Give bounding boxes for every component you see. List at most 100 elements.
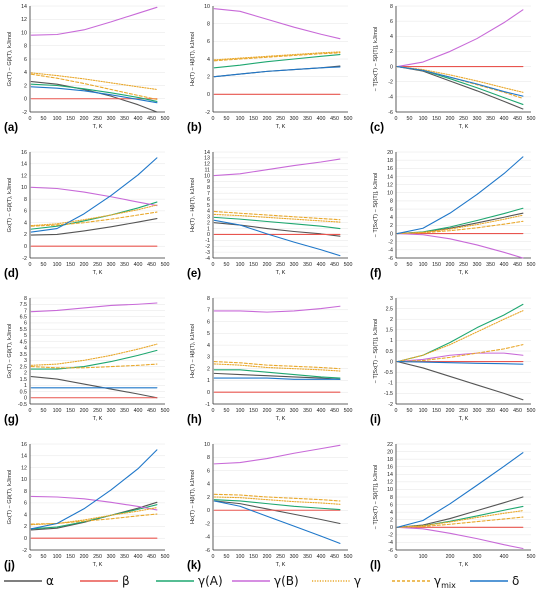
y-tick-label: 8: [207, 185, 210, 191]
y-tick-label: -4: [388, 540, 393, 546]
y-tick-label: 2: [24, 83, 27, 89]
series-line-gammaA: [30, 83, 158, 102]
x-axis-label: T, K: [93, 562, 103, 568]
y-tick-label: 8: [24, 296, 27, 302]
x-tick-label: 450: [513, 408, 522, 414]
y-tick-label: 2: [24, 524, 27, 530]
x-tick-label: 250: [276, 408, 285, 414]
x-tick-label: 450: [330, 554, 339, 560]
y-tick-label: 6: [390, 502, 393, 508]
y-tick-label: -3: [205, 250, 210, 256]
y-tick-label: 14: [21, 162, 27, 168]
series-line-gamma: [213, 51, 341, 61]
y-tick-label: 0: [390, 359, 393, 365]
series-line-alpha: [396, 212, 524, 235]
x-tick-label: 150: [249, 116, 258, 122]
series-line-gamma: [396, 310, 524, 363]
x-tick-label: 50: [41, 554, 47, 560]
x-tick-label: 200: [80, 116, 89, 122]
y-tick-label: -4: [205, 535, 210, 541]
y-tick-label: 20: [387, 449, 393, 455]
series-line-delta: [213, 377, 341, 380]
y-tick-label: 8: [207, 21, 210, 27]
y-axis-label: Hx(T) − Hβ(T), kJ/mol: [190, 178, 196, 232]
y-tick-label: 6: [207, 39, 210, 45]
x-tick-label: 500: [344, 408, 353, 414]
series-line-gammaA: [213, 216, 341, 230]
y-tick-label: 18: [387, 158, 393, 164]
x-tick-label: 0: [29, 262, 32, 268]
series-line-gammaB: [30, 495, 158, 511]
y-tick-label: 4: [207, 343, 210, 349]
legend-label-gammaA: γ(A): [198, 574, 223, 588]
panel-label: (i): [370, 414, 381, 426]
y-tick-label: 7: [24, 308, 27, 314]
series-line-gammaB: [396, 9, 524, 68]
y-axis-label: Hx(T) − Hβ(T), kJ/mol: [190, 324, 196, 378]
x-tick-label: 400: [500, 554, 509, 560]
x-tick-label: 100: [53, 262, 62, 268]
x-tick-label: 500: [161, 116, 170, 122]
y-tick-label: 6.5: [20, 315, 27, 321]
legend-label-gammaB: γ(B): [274, 574, 299, 588]
x-tick-label: 350: [303, 408, 312, 414]
x-tick-label: 150: [249, 408, 258, 414]
x-tick-label: 500: [161, 554, 170, 560]
x-axis-label: T, K: [459, 416, 469, 422]
x-tick-label: 100: [236, 116, 245, 122]
x-tick-label: 0: [212, 116, 215, 122]
y-tick-label: 7: [207, 308, 210, 314]
legend-label-gamma_mix: γmix: [434, 574, 456, 590]
y-tick-label: 12: [387, 182, 393, 188]
x-tick-label: 300: [107, 408, 116, 414]
y-tick-label: -2: [22, 548, 27, 554]
x-tick-label: 250: [459, 262, 468, 268]
legend-label-beta: β: [122, 574, 130, 588]
x-tick-label: 50: [407, 262, 413, 268]
x-tick-label: 350: [303, 262, 312, 268]
y-tick-label: 22: [387, 442, 393, 448]
y-tick-label: 10: [204, 173, 210, 179]
y-tick-label: 0: [207, 232, 210, 238]
series-line-gammaA: [30, 504, 158, 530]
x-tick-label: 150: [249, 554, 258, 560]
series-line-gamma: [396, 66, 524, 93]
x-tick-label: 200: [80, 262, 89, 268]
x-tick-label: 250: [459, 116, 468, 122]
x-tick-label: 100: [236, 408, 245, 414]
series-line-gammaA: [213, 499, 341, 511]
y-tick-label: 16: [387, 465, 393, 471]
y-tick-label: 6: [24, 209, 27, 215]
x-tick-label: 400: [500, 262, 509, 268]
series-line-gamma: [396, 510, 524, 528]
y-tick-label: 4: [24, 70, 27, 76]
series-line-gamma_mix: [213, 52, 341, 62]
y-tick-label: 2.5: [386, 306, 393, 312]
x-axis-label: T, K: [459, 562, 469, 568]
x-tick-label: 250: [276, 262, 285, 268]
legend-label-alpha: α: [46, 574, 54, 588]
series-line-delta: [396, 452, 524, 528]
x-tick-label: 200: [446, 116, 455, 122]
x-tick-label: 100: [419, 262, 428, 268]
x-axis-label: T, K: [93, 270, 103, 276]
panel-label: (h): [187, 414, 202, 426]
x-tick-label: 400: [134, 262, 143, 268]
x-tick-label: 350: [120, 262, 129, 268]
x-tick-label: 400: [134, 408, 143, 414]
x-tick-label: 100: [236, 554, 245, 560]
series-line-gamma_mix: [396, 344, 524, 363]
x-tick-label: 50: [41, 408, 47, 414]
series-line-gamma_mix: [396, 516, 524, 528]
y-tick-label: 0: [24, 244, 27, 250]
y-tick-label: 0: [24, 97, 27, 103]
y-tick-label: 4: [207, 209, 210, 215]
x-tick-label: 300: [290, 116, 299, 122]
x-tick-label: 500: [344, 116, 353, 122]
x-axis-label: T, K: [276, 124, 286, 130]
series-line-gamma: [30, 72, 158, 91]
y-tick-label: 10: [387, 487, 393, 493]
x-tick-label: 200: [446, 554, 455, 560]
x-tick-label: 350: [486, 116, 495, 122]
